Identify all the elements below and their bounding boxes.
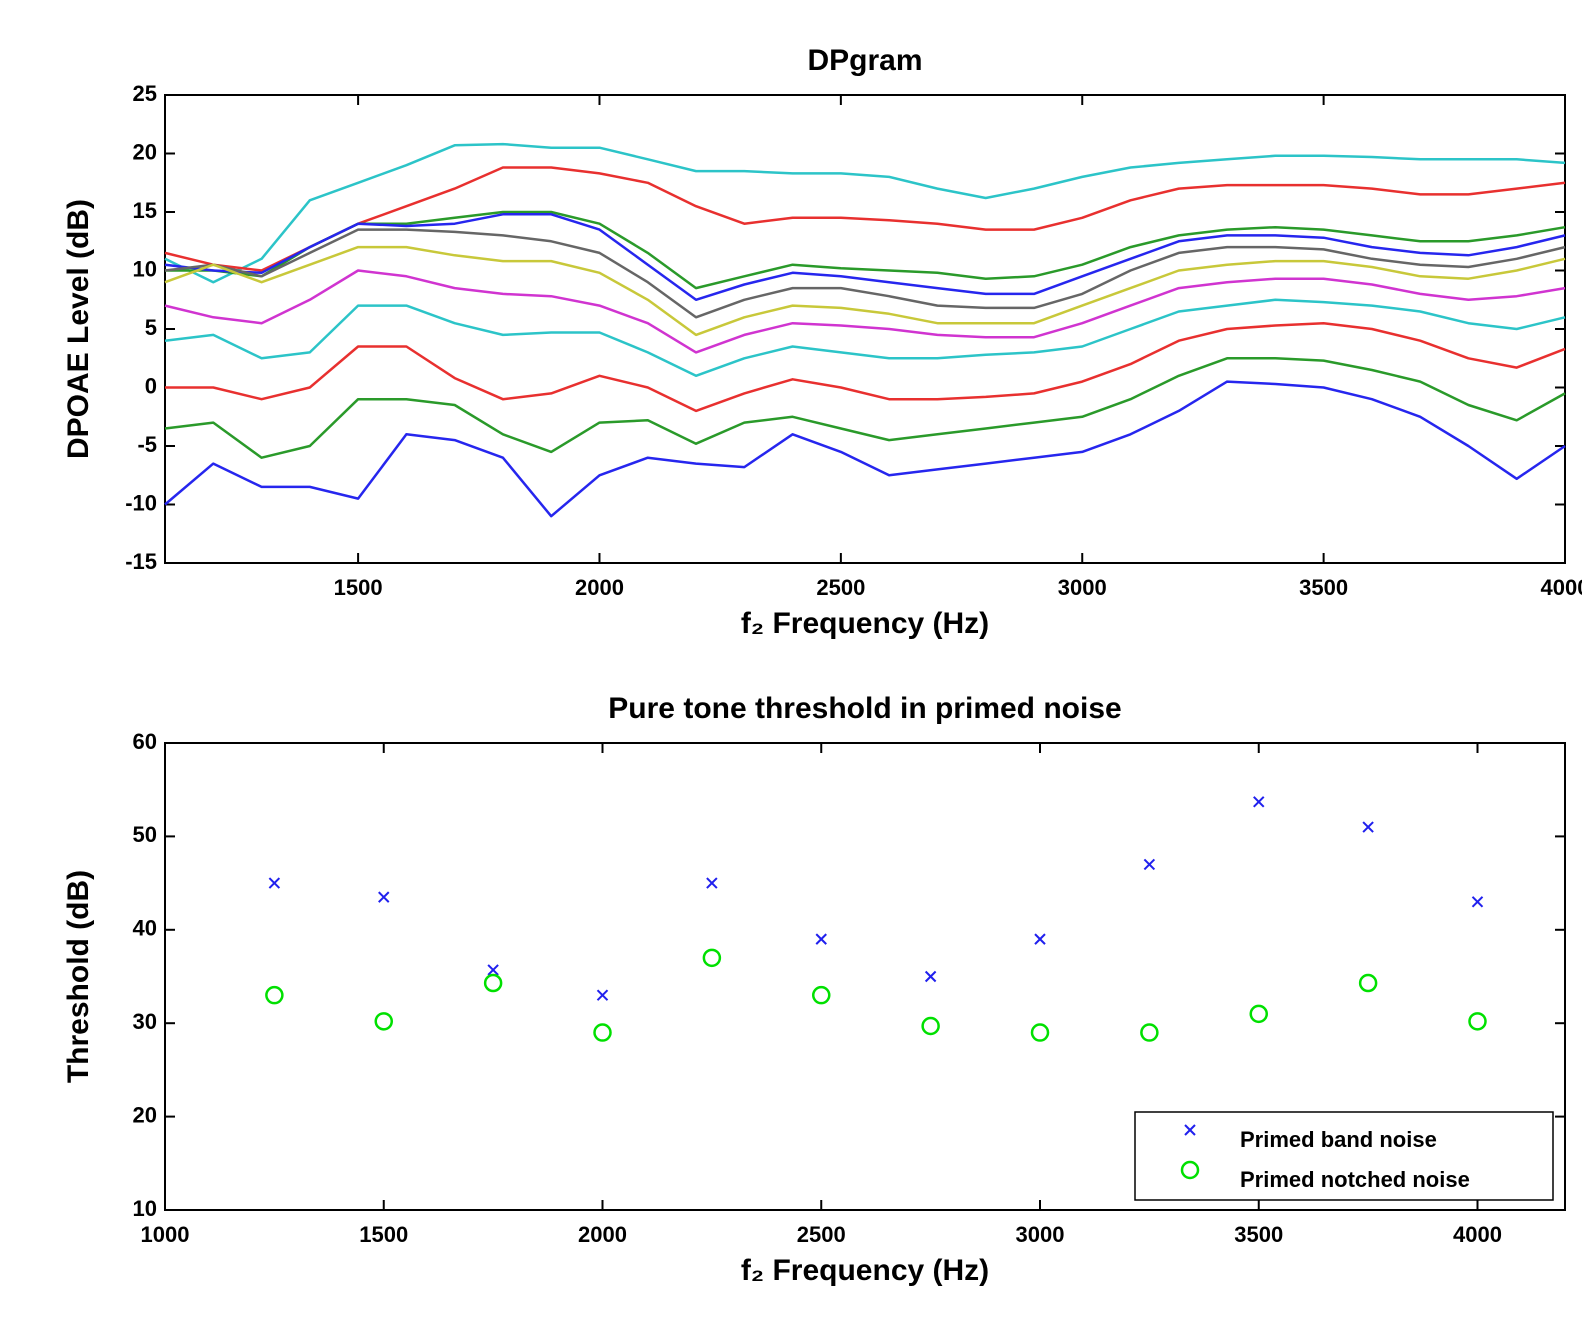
x-axis-label: f₂ Frequency (Hz): [741, 607, 989, 640]
y-tick-label: 10: [133, 1196, 157, 1221]
marker-stroke: [1184, 1124, 1196, 1136]
legend-box: [1134, 1111, 1554, 1201]
x-tick-label: 1500: [359, 1222, 408, 1247]
x-tick-label: 2500: [816, 575, 865, 600]
point: [374, 1012, 393, 1031]
point: [1468, 1012, 1487, 1031]
y-tick-label: 20: [133, 139, 157, 164]
x-tick-label: 1000: [141, 1222, 190, 1247]
line-series: [165, 210, 1566, 290]
marker-stroke: [596, 989, 609, 1001]
line-series: [164, 213, 1566, 302]
point: [483, 973, 503, 993]
x-tick-label: 4000: [1453, 1222, 1502, 1247]
x-tick-label: 2000: [578, 1222, 627, 1247]
y-tick-label: 40: [133, 916, 157, 941]
x-tick-label: 3000: [1016, 1222, 1065, 1247]
x-tick-label: 3500: [1299, 575, 1348, 600]
x-tick-label: 4000: [1541, 575, 1582, 600]
marker-stroke: [378, 891, 390, 903]
line-series: [164, 269, 1566, 354]
line-series: [164, 142, 1566, 284]
line-series: [164, 245, 1566, 337]
y-tick-label: -15: [125, 549, 157, 574]
line-series: [164, 357, 1566, 459]
marker-stroke: [1253, 796, 1265, 808]
marker-stroke: [268, 877, 281, 889]
y-tick-label: -5: [137, 432, 157, 457]
point: [265, 985, 284, 1005]
point: [921, 1016, 940, 1036]
x-tick-label: 2500: [797, 1222, 846, 1247]
point: [1358, 973, 1378, 993]
y-tick-label: 0: [145, 373, 157, 398]
marker-stroke: [1143, 858, 1156, 871]
point: [1143, 858, 1156, 871]
y-tick-label: 25: [133, 81, 157, 106]
point: [1249, 1004, 1268, 1024]
legend-marker: [1180, 1160, 1200, 1180]
point: [1471, 896, 1484, 908]
point: [1030, 1023, 1050, 1042]
legend: Primed band noise Primed notched noise: [1134, 1111, 1554, 1201]
legend-label: Primed band noise: [1240, 1127, 1437, 1152]
x-tick-label: 3500: [1234, 1222, 1283, 1247]
marker-stroke: [487, 964, 499, 976]
line-series: [165, 321, 1566, 413]
point: [706, 877, 718, 889]
y-tick-label: 30: [133, 1009, 157, 1034]
plot-frame: [164, 742, 1566, 1211]
plot-frame: [164, 94, 1566, 564]
y-axis-label: DPOAE Level (dB): [62, 199, 95, 459]
line-series: [164, 228, 1566, 319]
point: [702, 948, 722, 968]
point: [593, 1023, 612, 1042]
chart-title: Pure tone threshold in primed noise: [608, 692, 1121, 725]
line-series: [164, 298, 1566, 378]
y-axis-label: Threshold (dB): [62, 870, 95, 1083]
point: [1253, 796, 1265, 808]
marker-stroke: [1034, 933, 1046, 945]
point: [487, 964, 499, 976]
point: [596, 989, 609, 1001]
x-tick-label: 2000: [575, 575, 624, 600]
point: [815, 933, 827, 945]
y-tick-label: 5: [145, 315, 157, 340]
line-series: [164, 166, 1566, 272]
point: [378, 891, 390, 903]
y-tick-label: 50: [133, 822, 157, 847]
y-tick-label: 20: [133, 1102, 157, 1127]
marker-stroke: [1471, 896, 1484, 908]
line-series: [164, 380, 1566, 518]
x-tick-label: 1500: [334, 575, 383, 600]
point: [924, 970, 937, 983]
subplot: DPgram f₂ Frequency (Hz) DPOAE Level (dB) -…: [62, 44, 1582, 640]
point: [1034, 933, 1046, 945]
x-tick-label: 3000: [1058, 575, 1107, 600]
legend-marker: [1184, 1124, 1196, 1136]
marker-stroke: [1362, 821, 1374, 833]
y-tick-label: 15: [133, 198, 157, 223]
point: [1140, 1023, 1159, 1042]
x-axis-label: f₂ Frequency (Hz): [741, 1254, 989, 1287]
point: [812, 985, 831, 1005]
y-tick-label: 10: [133, 256, 157, 281]
marker-stroke: [815, 933, 827, 945]
subplot: Pure tone threshold in primed noise f₂ Fr…: [62, 692, 1566, 1287]
point: [268, 877, 281, 889]
point: [1362, 821, 1374, 833]
y-tick-label: -10: [125, 490, 157, 515]
marker-stroke: [706, 877, 718, 889]
marker-stroke: [924, 970, 937, 983]
legend-label: Primed notched noise: [1240, 1167, 1470, 1192]
chart-title: DPgram: [807, 44, 922, 77]
y-tick-label: 60: [133, 729, 157, 754]
